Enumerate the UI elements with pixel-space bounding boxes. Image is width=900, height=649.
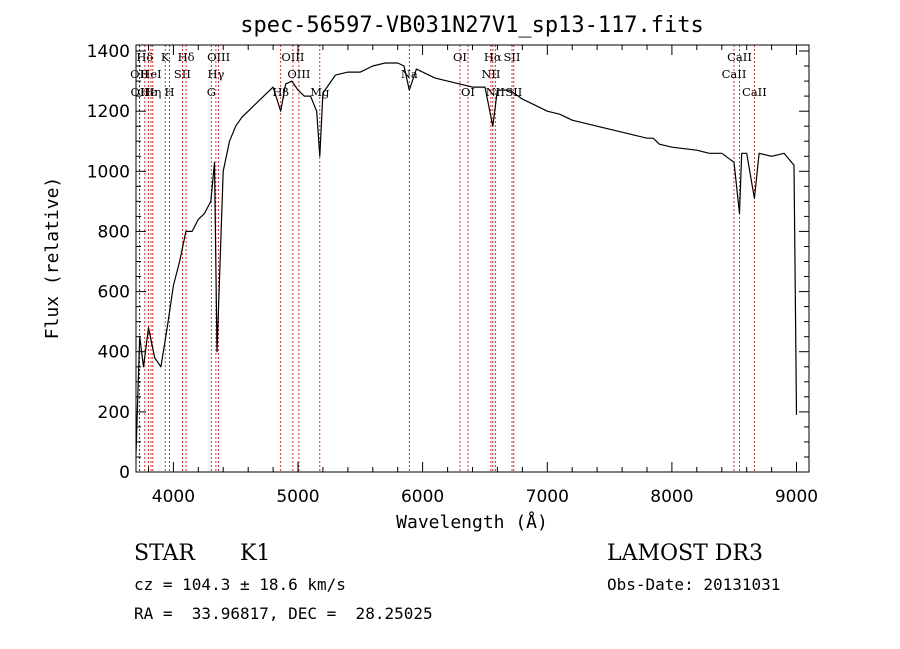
x-tick-label: 6000 <box>401 487 444 507</box>
line-label: NII <box>481 67 500 81</box>
line-label: Hα <box>484 50 502 64</box>
spectrum-line <box>135 62 798 455</box>
y-tick-label: 1200 <box>87 102 130 122</box>
x-tick-label: 9000 <box>775 487 818 507</box>
line-label: OIII <box>207 50 230 64</box>
y-tick-label: 400 <box>98 343 130 363</box>
line-label: HeI <box>140 67 161 81</box>
line-label: H <box>164 85 174 99</box>
x-tick-label: 7000 <box>526 487 569 507</box>
y-tick-label: 1400 <box>87 42 130 62</box>
y-tick-label: 0 <box>119 463 130 483</box>
line-label: SII <box>504 50 521 64</box>
line-label: K <box>161 50 170 64</box>
y-axis-label: Flux (relative) <box>42 177 63 340</box>
line-label: CaII <box>742 85 767 99</box>
line-label: OII <box>130 67 149 81</box>
x-tick-label: 5000 <box>276 487 319 507</box>
observation-date: Obs-Date: 20131031 <box>607 575 780 594</box>
line-label: Hγ <box>207 67 224 81</box>
emission-line-markers <box>138 45 755 472</box>
object-class: STAR <box>134 541 196 566</box>
line-label: CaII <box>727 50 752 64</box>
y-axis: 0 200 400 600 800 1000 1200 1400 <box>87 42 809 483</box>
redshift-value: cz = 104.3 ± 18.6 km/s <box>134 575 346 594</box>
line-label: OI <box>461 85 475 99</box>
line-label: G <box>207 85 216 99</box>
object-subclass: K1 <box>240 541 270 566</box>
x-tick-label: 8000 <box>650 487 693 507</box>
line-label: OIII <box>281 50 304 64</box>
line-label: Hη <box>144 85 161 99</box>
y-tick-label: 1000 <box>87 162 130 182</box>
survey-name: LAMOST DR3 <box>607 541 763 566</box>
line-label: CaII <box>722 67 747 81</box>
line-label: Hδ <box>178 50 195 64</box>
x-axis-label: Wavelength (Å) <box>396 511 548 533</box>
plot-frame <box>135 44 810 473</box>
line-label: OI <box>453 50 467 64</box>
coordinates: RA = 33.96817, DEC = 28.25025 <box>134 604 433 623</box>
y-tick-label: 200 <box>98 403 130 423</box>
line-label: Hϵ <box>140 85 156 99</box>
y-tick-label: 600 <box>98 283 130 303</box>
line-label: NII <box>486 85 505 99</box>
x-tick-label: 4000 <box>152 487 195 507</box>
y-tick-label: 800 <box>98 222 130 242</box>
chart-title: spec-56597-VB031N27V1_sp13-117.fits <box>240 13 704 38</box>
line-label: OII <box>130 85 149 99</box>
x-axis: 4000 5000 6000 7000 8000 9000 <box>148 45 818 507</box>
line-label: Mg <box>310 85 330 99</box>
line-label: SII <box>174 67 191 81</box>
line-label: Hδ <box>136 50 153 64</box>
line-label: OIII <box>287 67 310 81</box>
